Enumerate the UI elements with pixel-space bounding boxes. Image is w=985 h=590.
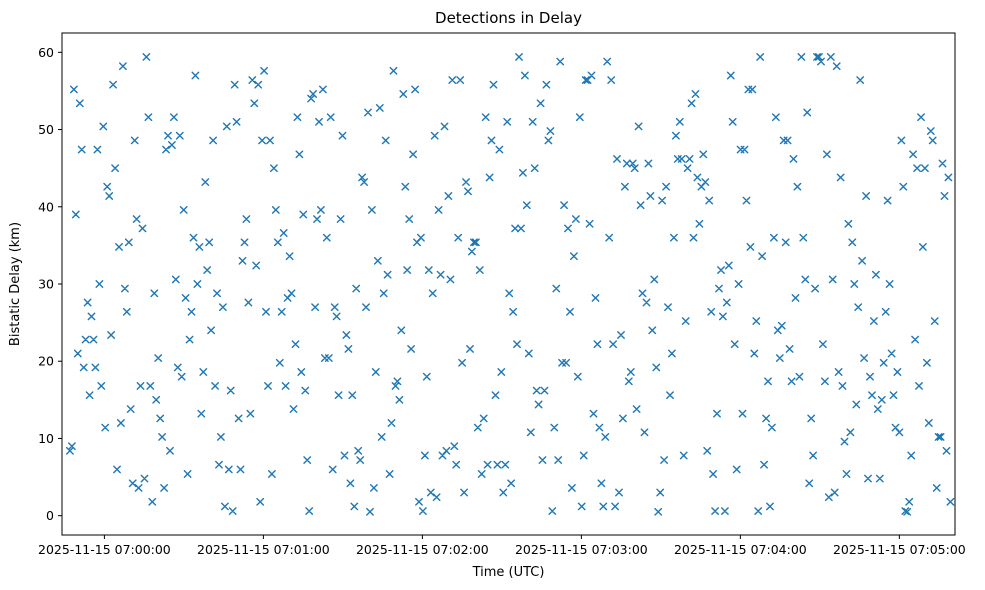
x-tick-label: 2025-11-15 07:04:00: [674, 542, 807, 557]
x-tick-label: 2025-11-15 07:05:00: [833, 542, 966, 557]
y-tick-label: 40: [38, 199, 54, 214]
x-tick-label: 2025-11-15 07:00:00: [38, 542, 171, 557]
detection-markers: [66, 53, 955, 516]
x-tick-label: 2025-11-15 07:01:00: [197, 542, 330, 557]
y-tick-label: 50: [38, 122, 54, 137]
y-axis-title: Bistatic Delay (km): [8, 221, 23, 347]
x-axis-title: Time (UTC): [472, 565, 545, 580]
y-tick-label: 10: [38, 431, 54, 446]
y-tick-label: 60: [38, 45, 54, 60]
y-tick-label: 20: [38, 354, 54, 369]
y-tick-label: 30: [38, 277, 54, 292]
y-tick-label: 0: [46, 508, 54, 523]
plot-border: [61, 32, 956, 536]
x-tick-label: 2025-11-15 07:02:00: [356, 542, 489, 557]
chart-title: Detections in Delay: [435, 9, 582, 27]
x-tick-label: 2025-11-15 07:03:00: [515, 542, 648, 557]
